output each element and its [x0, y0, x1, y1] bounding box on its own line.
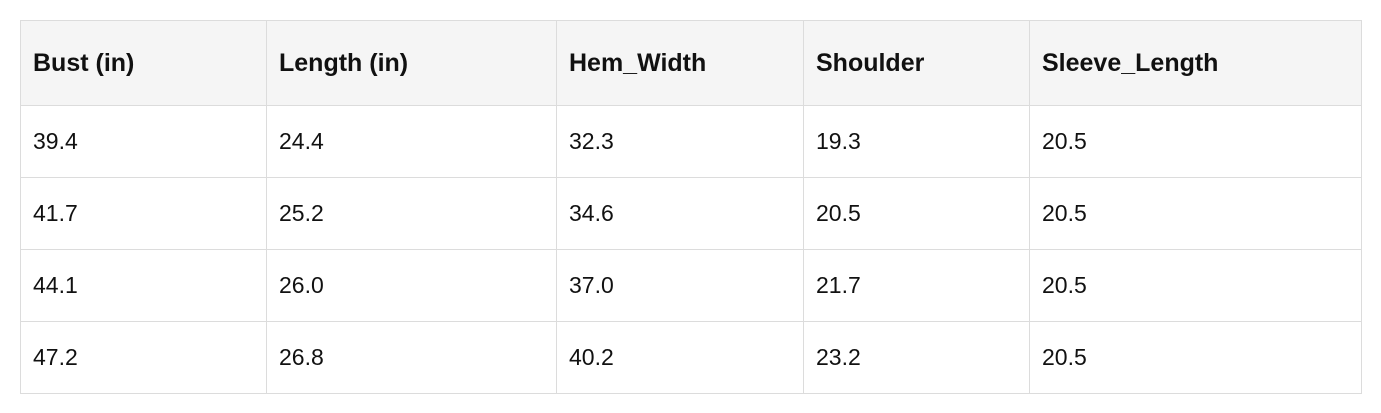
header-cell: Sleeve_Length — [1029, 20, 1362, 106]
table-cell: 47.2 — [20, 321, 267, 394]
table-cell: 41.7 — [20, 177, 267, 250]
table-cell: 20.5 — [1029, 321, 1362, 394]
table-cell: 20.5 — [1029, 105, 1362, 178]
header-cell: Bust (in) — [20, 20, 267, 106]
table-cell: 23.2 — [803, 321, 1030, 394]
table-cell: 20.5 — [803, 177, 1030, 250]
table-cell: 20.5 — [1029, 177, 1362, 250]
table-cell: 34.6 — [556, 177, 804, 250]
header-row: Bust (in) Length (in) Hem_Width Shoulder Sle… — [20, 20, 1362, 106]
header-cell: Shoulder — [803, 20, 1030, 106]
table-cell: 26.8 — [266, 321, 557, 394]
table-cell: 19.3 — [803, 105, 1030, 178]
header-cell: Hem_Width — [556, 20, 804, 106]
table-header: Bust (in) Length (in) Hem_Width Shoulder Sle… — [20, 20, 1362, 106]
table-cell: 39.4 — [20, 105, 267, 178]
table-cell: 26.0 — [266, 249, 557, 322]
table-cell: 20.5 — [1029, 249, 1362, 322]
table-cell: 25.2 — [266, 177, 557, 250]
table-row: 44.1 26.0 37.0 21.7 20.5 — [20, 249, 1362, 322]
table-row: 39.4 24.4 32.3 19.3 20.5 — [20, 105, 1362, 178]
table-body: 39.4 24.4 32.3 19.3 20.5 41.7 25.2 34.6 20.5 20.5… — [20, 105, 1362, 394]
table-row: 47.2 26.8 40.2 23.2 20.5 — [20, 321, 1362, 394]
table-cell: 44.1 — [20, 249, 267, 322]
size-table: Bust (in) Length (in) Hem_Width Shoulder Sle… — [20, 20, 1362, 394]
table-cell: 40.2 — [556, 321, 804, 394]
table-row: 41.7 25.2 34.6 20.5 20.5 — [20, 177, 1362, 250]
table-cell: 21.7 — [803, 249, 1030, 322]
header-cell: Length (in) — [266, 20, 557, 106]
table-cell: 32.3 — [556, 105, 804, 178]
table-cell: 37.0 — [556, 249, 804, 322]
table-cell: 24.4 — [266, 105, 557, 178]
